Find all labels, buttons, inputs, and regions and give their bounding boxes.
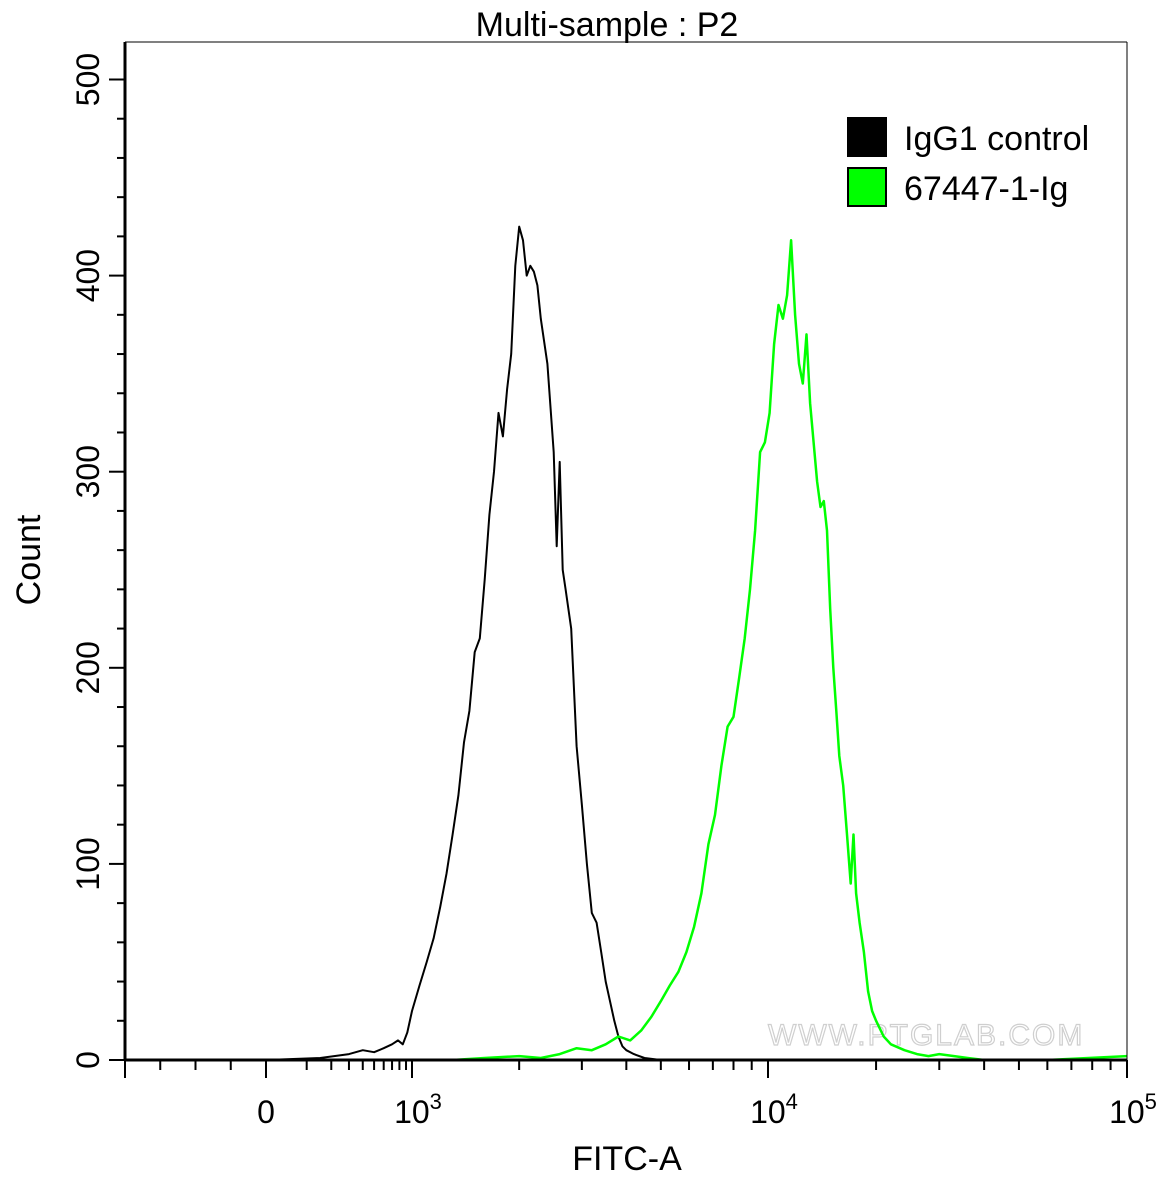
legend-label-2: 67447-1-Ig xyxy=(904,170,1068,208)
x-tick-label: 103 xyxy=(394,1089,442,1130)
y-tick-label: 200 xyxy=(70,641,106,694)
watermark: WWW.PTGLAB.COM xyxy=(767,1018,1084,1052)
chart-title: Multi-sample : P2 xyxy=(476,6,739,44)
legend-swatch-2 xyxy=(847,167,887,207)
x-tick-label: 0 xyxy=(257,1094,275,1130)
axes-layer: 0 100 200 300 400 500 0 103 104 105 xyxy=(70,41,1157,1130)
y-tick-label: 100 xyxy=(70,837,106,890)
x-tick-exponent: 3 xyxy=(430,1089,442,1114)
x-axis-title: FITC-A xyxy=(572,1140,682,1178)
watermark-text: WWW.PTGLAB.COM xyxy=(768,1019,1084,1052)
y-axis-title: Count xyxy=(10,514,48,605)
series-line-2 xyxy=(452,239,1128,1062)
x-tick-exponent: 4 xyxy=(786,1089,798,1114)
series-layer xyxy=(265,225,1128,1062)
x-tick-label: 104 xyxy=(750,1089,798,1130)
y-tick-label: 300 xyxy=(70,445,106,498)
x-tick-label: 105 xyxy=(1109,1089,1157,1130)
y-tick-label: 0 xyxy=(70,1051,106,1069)
legend-swatch-1 xyxy=(847,117,887,157)
y-tick-label: 500 xyxy=(70,53,106,106)
x-tick-exponent: 5 xyxy=(1145,1089,1157,1114)
y-tick-label: 400 xyxy=(70,249,106,302)
series-line-1 xyxy=(265,225,661,1061)
legend-label-1: IgG1 control xyxy=(904,120,1089,158)
legend: IgG1 control 67447-1-Ig xyxy=(847,117,1089,208)
